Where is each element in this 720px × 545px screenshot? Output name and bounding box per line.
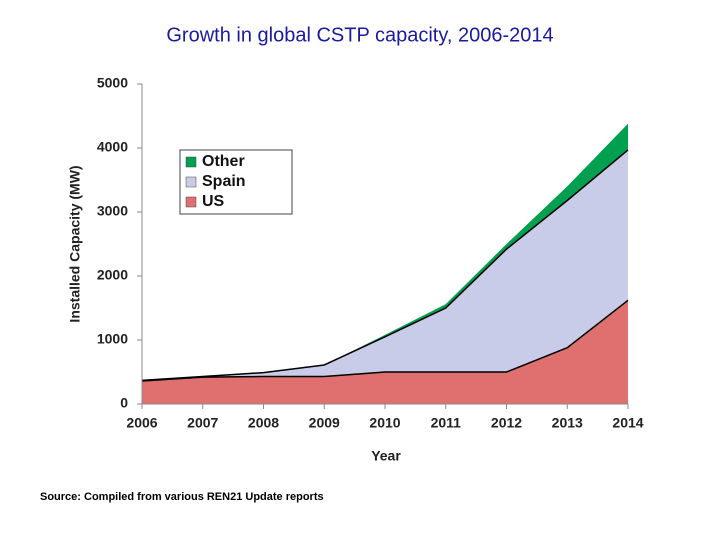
x-tick-label: 2010 <box>369 415 400 431</box>
area-edge <box>141 149 629 382</box>
legend-box <box>179 149 293 215</box>
y-axis-label: Installed Capacity (MW) <box>67 165 83 322</box>
x-tick-label: 2008 <box>248 415 279 431</box>
x-tick-label: 2013 <box>552 415 583 431</box>
x-tick-label: 2011 <box>431 415 462 431</box>
y-tick-label: 0 <box>120 395 128 411</box>
x-tick-label: 2012 <box>491 415 522 431</box>
area <box>142 149 628 381</box>
legend-label: US <box>202 193 225 210</box>
area <box>142 300 628 404</box>
chart-title: Growth in global CSTP capacity, 2006-201… <box>166 24 553 46</box>
area-edge <box>141 299 629 382</box>
x-tick-label: 2006 <box>126 415 157 431</box>
y-tick-label: 3000 <box>97 203 128 219</box>
y-tick-label: 2000 <box>97 267 128 283</box>
legend-label: Spain <box>202 173 246 190</box>
x-axis-label: Year <box>371 448 401 464</box>
x-tick-label: 2014 <box>612 415 643 431</box>
source-note: Source: Compiled from various REN21 Upda… <box>40 491 324 503</box>
x-tick-label: 2007 <box>187 415 218 431</box>
legend-swatch <box>185 156 197 168</box>
legend-label: Other <box>202 153 245 170</box>
legend-swatch <box>185 196 197 208</box>
y-tick-label: 5000 <box>97 75 128 91</box>
legend-swatch <box>185 176 197 188</box>
y-tick-label: 4000 <box>97 139 128 155</box>
x-tick-label: 2009 <box>309 415 340 431</box>
y-tick-label: 1000 <box>97 331 128 347</box>
